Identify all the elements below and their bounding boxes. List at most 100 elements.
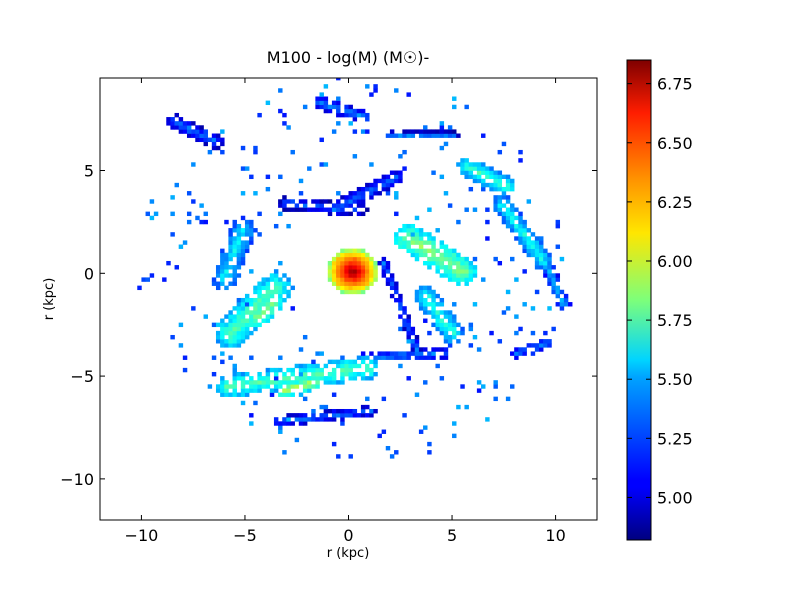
heatmap-cell (472, 207, 478, 212)
heatmap-cell (240, 326, 246, 332)
heatmap-cell (410, 223, 416, 229)
heatmap-cell (398, 326, 403, 332)
heatmap-cell (510, 219, 515, 225)
heatmap-cell (443, 273, 449, 278)
heatmap-cell (493, 203, 498, 208)
heatmap-cell (501, 215, 507, 221)
heatmap-cell (232, 228, 237, 233)
heatmap-cell (137, 285, 142, 291)
heatmap-cell (282, 273, 287, 278)
heatmap-cell (460, 269, 465, 274)
heatmap-cell (344, 273, 349, 278)
heatmap-cell (423, 347, 428, 352)
y-tick-label: −10 (60, 470, 94, 489)
heatmap-cell (468, 277, 474, 282)
heatmap-cell (360, 371, 366, 377)
heatmap-cell (282, 417, 287, 422)
heatmap-cell (207, 137, 213, 143)
heatmap-cell (418, 285, 424, 291)
heatmap-cell (373, 88, 378, 93)
heatmap-cell (294, 203, 300, 208)
heatmap-cell (406, 351, 411, 356)
heatmap-cell (410, 330, 416, 336)
heatmap-cell (418, 236, 424, 241)
heatmap-cell (244, 240, 250, 245)
heatmap-cell (365, 252, 370, 258)
heatmap-cell (373, 186, 378, 192)
heatmap-cell (249, 355, 254, 360)
heatmap-cell (269, 310, 275, 315)
heatmap-cell (336, 260, 341, 266)
heatmap-cell (290, 199, 295, 204)
heatmap-cell (352, 252, 358, 258)
heatmap-cell (344, 359, 349, 365)
heatmap-cell (431, 306, 436, 311)
heatmap-cell (199, 219, 204, 225)
heatmap-cell (563, 293, 569, 299)
heatmap-cell (402, 244, 407, 249)
heatmap-cell (228, 392, 233, 397)
heatmap-cell (240, 244, 246, 249)
heatmap-cell (319, 137, 324, 143)
heatmap-cell (373, 273, 378, 278)
heatmap-cell (286, 376, 291, 381)
heatmap-cell (369, 265, 374, 270)
heatmap-cell (385, 355, 391, 360)
heatmap-cell (290, 367, 295, 373)
heatmap-cell (178, 117, 184, 122)
heatmap-cell (261, 293, 266, 299)
heatmap-cell (435, 314, 440, 319)
heatmap-cell (452, 334, 457, 340)
heatmap-cell (211, 137, 217, 143)
heatmap-cell (493, 182, 498, 188)
heatmap-cell (249, 269, 254, 274)
heatmap-cell (439, 244, 445, 249)
x-tick-label: 0 (343, 526, 353, 545)
heatmap-cell (394, 240, 399, 245)
heatmap-cell (336, 277, 341, 282)
heatmap-cell (269, 293, 275, 299)
heatmap-cell (348, 285, 353, 291)
heatmap-cell (224, 265, 229, 270)
heatmap-cell (307, 363, 312, 369)
heatmap-cell (232, 265, 237, 270)
heatmap-cell (435, 248, 440, 254)
heatmap-cell (282, 207, 287, 212)
heatmap-cell (414, 129, 420, 134)
heatmap-cell (423, 129, 428, 134)
heatmap-cell (344, 260, 349, 266)
heatmap-cell (501, 195, 507, 200)
heatmap-cell (418, 351, 424, 356)
heatmap-cell (348, 289, 353, 295)
heatmap-cell (344, 363, 349, 369)
heatmap-cell (369, 359, 374, 365)
heatmap-cell (418, 347, 424, 352)
heatmap-cell (456, 219, 461, 225)
heatmap-cell (352, 273, 358, 278)
heatmap-cell (340, 195, 345, 200)
heatmap-cell (244, 297, 250, 303)
heatmap-cell (220, 384, 225, 389)
heatmap-cell (365, 112, 370, 118)
heatmap-cell (510, 203, 515, 208)
heatmap-cell (534, 256, 540, 262)
heatmap-cell (269, 314, 275, 319)
heatmap-cell (493, 178, 498, 184)
heatmap-cell (323, 199, 329, 204)
heatmap-cell (476, 347, 482, 352)
heatmap-cell (344, 104, 349, 110)
heatmap-cell (315, 207, 320, 212)
heatmap-cell (402, 223, 407, 229)
heatmap-cell (489, 170, 494, 175)
heatmap-cell (522, 240, 527, 245)
heatmap-cell (278, 392, 283, 397)
heatmap-cell (191, 199, 196, 204)
heatmap-cell (377, 433, 382, 439)
heatmap-cell (352, 289, 358, 295)
heatmap-cell (381, 174, 387, 180)
heatmap-cell (443, 347, 449, 352)
heatmap-cell (220, 149, 225, 155)
heatmap-cell (232, 244, 237, 249)
heatmap-cell (460, 326, 465, 332)
heatmap-cell (311, 199, 316, 204)
